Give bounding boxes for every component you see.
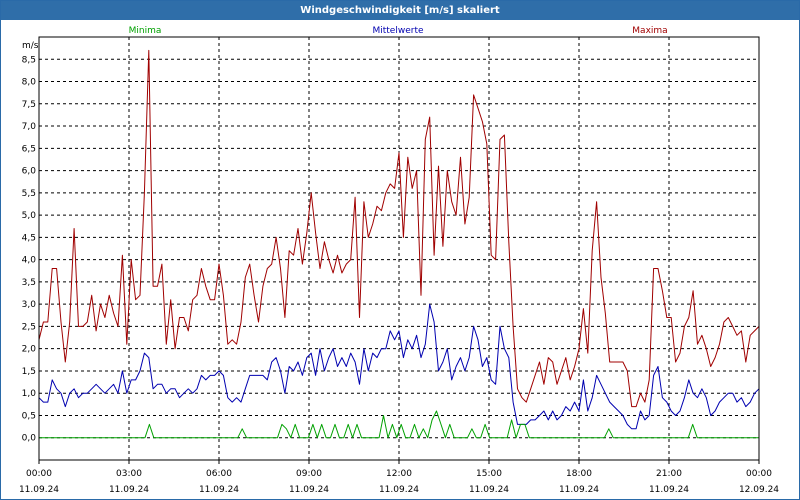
y-axis-unit-label: m/s — [22, 41, 39, 51]
x-tick-date-label: 11.09.24 — [19, 485, 59, 495]
x-tick-date-label: 11.09.24 — [379, 485, 419, 495]
x-tick-date-label: 11.09.24 — [289, 485, 329, 495]
legend-maxima: Maxima — [632, 26, 667, 36]
y-tick-label: 2,0 — [22, 345, 37, 355]
chart-title: Windgeschwindigkeit [m/s] skaliert — [1, 1, 799, 20]
x-axis-ticks: 00:00 11.09.24 03:00 11.09.24 06:00 11.09.24 0… — [19, 460, 779, 495]
x-tick-time-label: 09:00 — [296, 469, 322, 479]
grid-layer — [39, 37, 759, 460]
x-tick-time-label: 03:00 — [116, 469, 142, 479]
y-tick-label: 3,5 — [22, 278, 36, 288]
x-tick-date-label: 12.09.24 — [739, 485, 779, 495]
x-tick-date-label: 11.09.24 — [559, 485, 599, 495]
y-tick-label: 1,0 — [22, 389, 37, 399]
x-tick-date-label: 11.09.24 — [649, 485, 689, 495]
series-layer — [38, 49, 760, 439]
x-tick-time-label: 00:00 — [746, 469, 772, 479]
series-line-maxima — [38, 49, 760, 408]
y-tick-label: 1,5 — [22, 367, 36, 377]
y-tick-label: 0,0 — [22, 434, 37, 444]
y-tick-label: 8,0 — [22, 78, 37, 88]
legend-mittelwerte: Mittelwerte — [372, 26, 423, 36]
x-tick-time-label: 21:00 — [656, 469, 682, 479]
x-tick-date-label: 11.09.24 — [469, 485, 509, 495]
series-line-mittelwerte — [38, 303, 760, 430]
x-tick-time-label: 18:00 — [566, 469, 592, 479]
y-tick-label: 4,0 — [22, 256, 37, 266]
y-tick-label: 6,0 — [22, 167, 37, 177]
series-line-minima — [39, 410, 759, 439]
y-tick-label: 2,5 — [22, 322, 36, 332]
y-tick-label: 7,0 — [22, 122, 37, 132]
y-tick-label: 8,5 — [22, 55, 36, 65]
y-tick-label: 7,5 — [22, 100, 36, 110]
x-tick-date-label: 11.09.24 — [109, 485, 149, 495]
y-axis-ticks: 8,5 8,0 7,5 7,0 6,5 6,0 5,5 5,0 4,5 4,0 3,5 3,0 2,5 2… — [22, 55, 37, 443]
y-tick-label: 4,5 — [22, 233, 36, 243]
y-tick-label: 3,0 — [22, 300, 37, 310]
y-tick-label: 0,5 — [22, 411, 36, 421]
x-tick-time-label: 06:00 — [206, 469, 232, 479]
x-tick-time-label: 12:00 — [386, 469, 412, 479]
x-tick-date-label: 11.09.24 — [199, 485, 239, 495]
legend-minima: Minima — [129, 26, 162, 36]
y-tick-label: 6,5 — [22, 144, 36, 154]
y-tick-label: 5,0 — [22, 211, 37, 221]
y-tick-label: 5,5 — [22, 189, 36, 199]
x-tick-time-label: 00:00 — [26, 469, 52, 479]
x-tick-time-label: 15:00 — [476, 469, 502, 479]
